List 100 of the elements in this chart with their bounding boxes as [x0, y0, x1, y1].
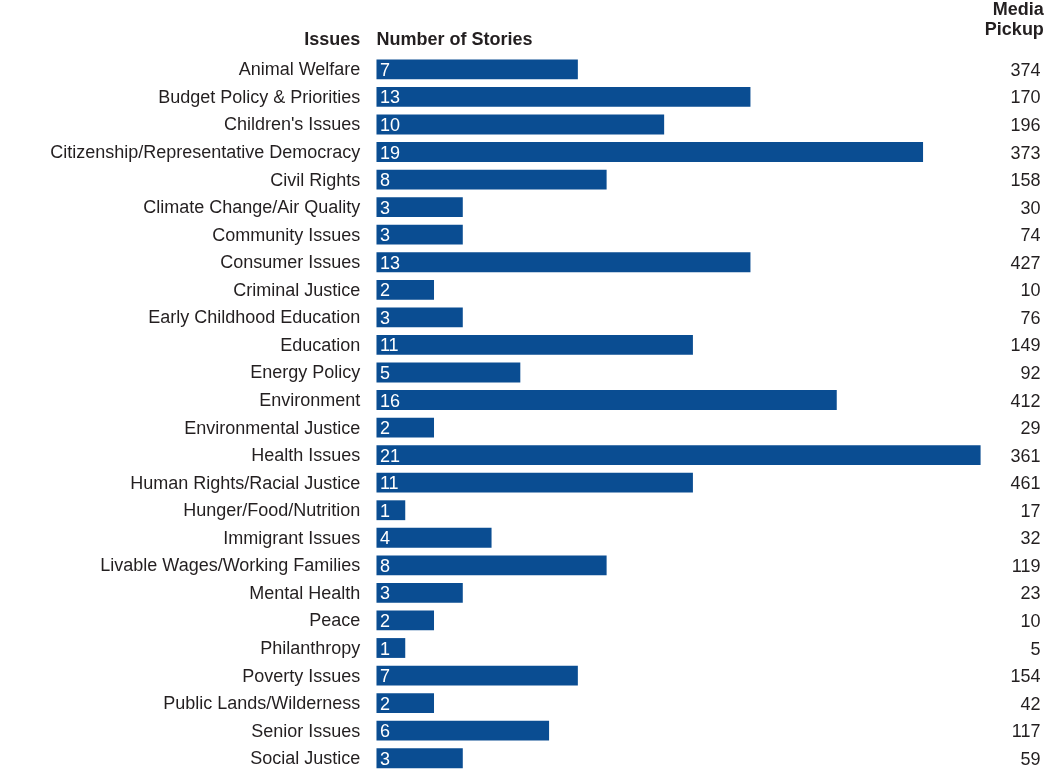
y-tick-label: Animal Welfare [238, 59, 361, 80]
data-label: 3 [379, 197, 390, 218]
text: 42 [1020, 693, 1041, 714]
data-label: 2 [379, 693, 390, 714]
y-tick-label: Mental Health [249, 582, 361, 603]
bar [376, 500, 406, 521]
text: 74 [1020, 225, 1041, 246]
bar [376, 748, 463, 769]
bar [376, 279, 435, 300]
text: 154 [1010, 666, 1041, 687]
y-tick-label: Energy Policy [250, 362, 361, 383]
y-tick-label: Environment [259, 390, 361, 411]
bar [376, 87, 751, 107]
data-label: 11 [379, 473, 399, 494]
y-tick-label: Community Issues [212, 224, 361, 245]
bar [376, 307, 463, 328]
bar [376, 610, 435, 631]
y-tick-label: Citizenship/Representative Democracy [50, 142, 361, 163]
bar [376, 362, 521, 383]
text: 30 [1020, 197, 1041, 218]
text: 29 [1020, 418, 1041, 439]
bar [376, 527, 492, 548]
text: 76 [1020, 307, 1041, 328]
data-label: 3 [379, 583, 390, 604]
bar [376, 169, 607, 190]
bar [376, 142, 924, 162]
y-tick-label: Civil Rights [270, 169, 361, 190]
y-tick-label: Senior Issues [251, 720, 361, 741]
bar [376, 472, 693, 493]
data-label: 13 [379, 87, 400, 108]
y-tick-label: Poverty Issues [242, 665, 361, 686]
text: 23 [1020, 583, 1041, 604]
y-tick-label: Children's Issues [223, 114, 361, 135]
data-label: 11 [379, 335, 399, 356]
bar [376, 555, 607, 576]
text: 461 [1010, 473, 1041, 494]
data-label: 2 [379, 610, 390, 631]
data-label: 10 [379, 114, 400, 135]
series-label: Number of Stories [376, 29, 533, 50]
text: 10 [1020, 280, 1041, 301]
data-label: 7 [379, 59, 390, 80]
text: 373 [1010, 142, 1041, 163]
text: Media Pickup [984, 0, 1045, 40]
bar [376, 582, 463, 603]
text: 32 [1020, 528, 1041, 549]
y-tick-label: Criminal Justice [233, 279, 361, 300]
text: 5 [1030, 638, 1041, 659]
y-tick-label: Environmental Justice [184, 417, 361, 438]
bar [376, 720, 550, 741]
data-label: 6 [379, 721, 390, 742]
text: 361 [1010, 445, 1041, 466]
data-label: 2 [379, 418, 390, 439]
y-tick-label: Peace [309, 610, 361, 631]
bar [376, 390, 837, 410]
y-tick-label: Philanthropy [260, 638, 361, 658]
data-label: 3 [379, 225, 390, 246]
bar [376, 445, 981, 466]
bar [376, 665, 578, 686]
text: 427 [1010, 252, 1041, 273]
y-tick-label: Health Issues [251, 445, 361, 466]
y-tick-label: Education [280, 334, 361, 355]
text: 10 [1020, 610, 1041, 631]
bar [376, 417, 435, 438]
data-label: 2 [379, 280, 390, 301]
y-tick-label: Social Justice [250, 748, 361, 769]
bar [376, 197, 463, 218]
data-label: 1 [379, 500, 390, 521]
text: 17 [1020, 500, 1041, 521]
bar [376, 252, 751, 273]
bar [376, 693, 435, 714]
y-tick-label: Hunger/Food/Nutrition [183, 500, 361, 521]
y-axis-title: Issues [304, 29, 361, 50]
y-tick-label: Budget Policy & Priorities [158, 86, 361, 107]
text: 196 [1010, 114, 1041, 135]
data-label: 3 [379, 748, 390, 769]
text: 158 [1010, 170, 1041, 191]
data-label: 3 [379, 307, 390, 328]
data-label: 1 [379, 638, 390, 659]
y-tick-label: Climate Change/Air Quality [143, 197, 361, 218]
text: 92 [1020, 362, 1041, 383]
data-label: 8 [379, 170, 390, 191]
data-label: 19 [379, 142, 400, 163]
data-label: 4 [379, 528, 390, 549]
text: 119 [1011, 555, 1041, 576]
text: 117 [1011, 721, 1041, 742]
bar [376, 59, 578, 80]
y-tick-label: Consumer Issues [220, 252, 361, 273]
data-label: 8 [379, 555, 390, 576]
y-tick-label: Livable Wages/Working Families [100, 555, 361, 576]
bar [376, 638, 406, 658]
bar [376, 224, 463, 245]
data-label: 16 [379, 390, 400, 411]
data-label: 5 [379, 362, 390, 383]
data-label: 7 [379, 666, 390, 687]
text: 374 [1010, 59, 1041, 80]
text: 170 [1010, 87, 1041, 108]
y-tick-label: Human Rights/Racial Justice [130, 472, 361, 493]
bar [376, 335, 693, 355]
y-tick-label: Immigrant Issues [223, 527, 361, 548]
bar [376, 114, 665, 135]
